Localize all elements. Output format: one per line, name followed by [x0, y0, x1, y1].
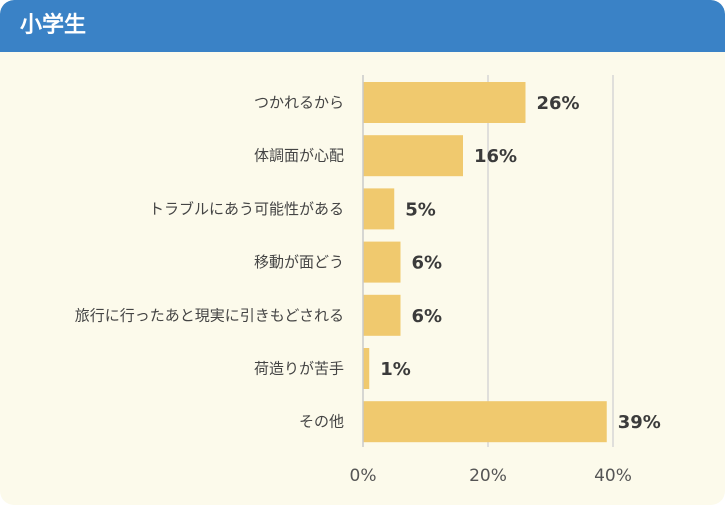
bar-1 [363, 135, 463, 177]
category-label-3: 移動が面どう [254, 253, 344, 271]
category-label-2: トラブルにあう可能性がある [149, 200, 344, 218]
chart-title: 小学生 [20, 13, 87, 38]
category-label-4: 旅行に行ったあと現実に引きもどされる [75, 306, 344, 324]
category-label-6: その他 [299, 413, 344, 431]
value-label-3: 6% [412, 253, 443, 274]
value-label-1: 16% [474, 146, 517, 167]
value-label-6: 39% [618, 412, 661, 433]
bar-0 [363, 82, 526, 123]
x-tick-label-1: 20% [469, 466, 507, 486]
bar-2 [363, 188, 395, 230]
value-label-0: 26% [537, 93, 580, 114]
x-tick-label-0: 0% [350, 466, 377, 486]
value-label-5: 1% [380, 359, 411, 380]
category-label-1: 体調面が心配 [254, 147, 344, 165]
value-label-4: 6% [412, 306, 443, 327]
chart-header: 小学生 [0, 0, 725, 52]
category-label-5: 荷造りが苦手 [254, 360, 344, 378]
bar-3 [363, 241, 401, 283]
bar-5 [363, 348, 370, 389]
bar-4 [363, 294, 401, 336]
value-label-2: 5% [405, 199, 436, 220]
category-label-0: つかれるから [254, 94, 344, 112]
x-tick-label-2: 40% [594, 466, 632, 486]
bar-6 [363, 401, 607, 443]
